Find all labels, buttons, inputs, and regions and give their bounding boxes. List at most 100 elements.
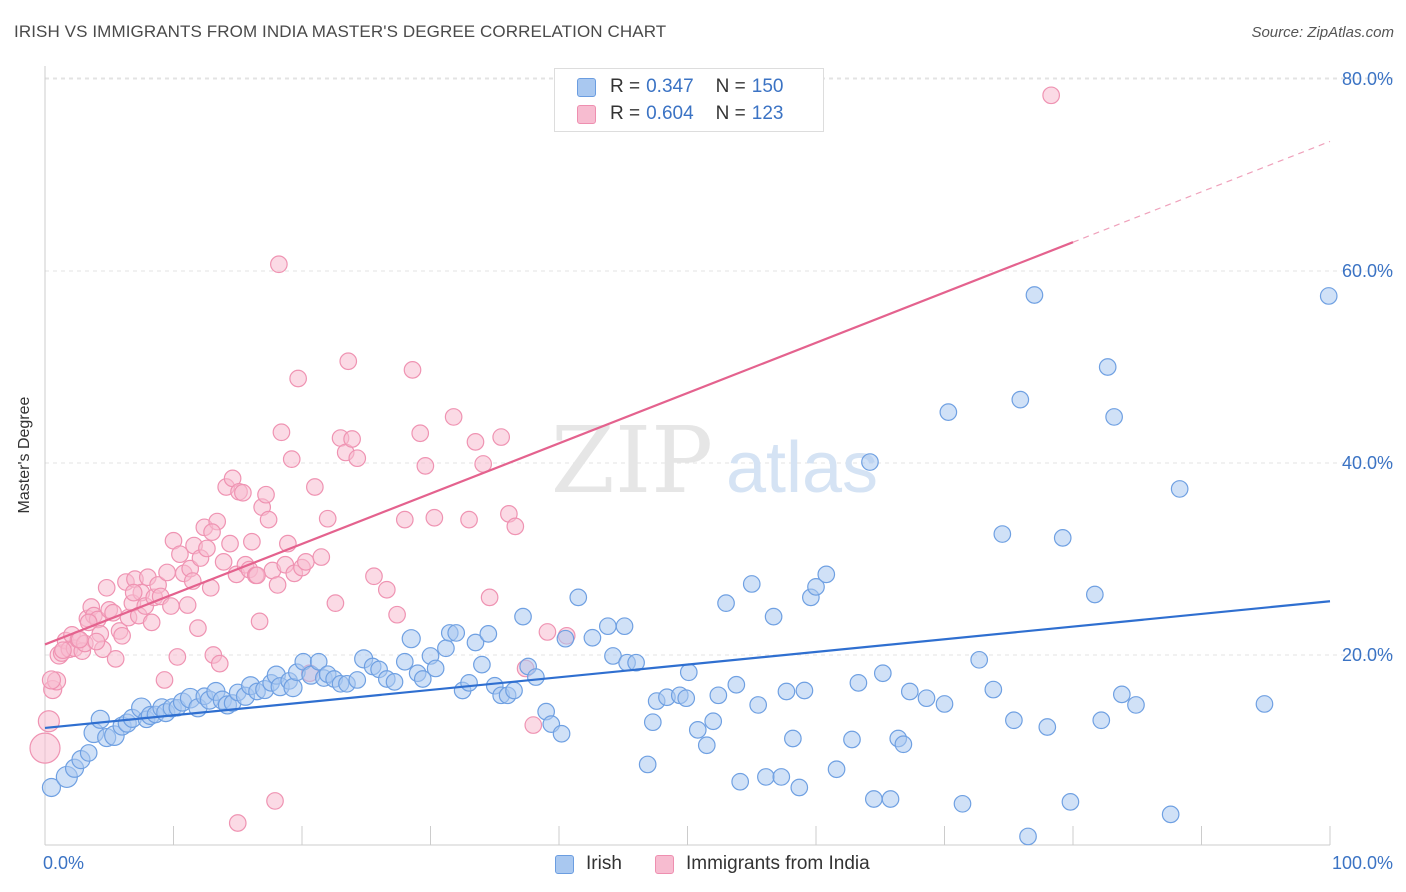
- india-trend-line: [44, 241, 1074, 646]
- irish-point: [1025, 286, 1044, 304]
- india-point: [189, 619, 207, 637]
- irish-point: [864, 790, 883, 808]
- india-point: [289, 369, 307, 388]
- india-point: [266, 792, 284, 810]
- y-tick-label: 60.0%: [1342, 261, 1393, 281]
- y-axis-label: Master's Degree: [16, 396, 33, 514]
- india-point: [492, 428, 511, 446]
- irish-point: [401, 629, 421, 649]
- bottom-legend-swatch-irish: [555, 854, 574, 874]
- bottom-legend-india: Immigrants from India: [655, 852, 870, 876]
- india-point: [460, 510, 478, 529]
- irish-point: [970, 650, 989, 669]
- irish-point: [697, 736, 716, 755]
- bottom-legend-irish: Irish: [555, 852, 622, 876]
- irish-point: [90, 709, 110, 729]
- india-point: [377, 580, 396, 599]
- irish-point: [861, 453, 879, 471]
- y-tick-label: 40.0%: [1342, 453, 1393, 473]
- bottom-legend-swatch-india: [655, 854, 674, 874]
- irish-point: [1038, 718, 1057, 736]
- y-tick-label: 20.0%: [1342, 645, 1393, 665]
- irish-point: [749, 696, 768, 714]
- irish-point: [817, 565, 836, 584]
- irish-point: [385, 673, 404, 691]
- legend-n-value-irish: 150: [751, 76, 784, 97]
- irish-point: [677, 689, 696, 708]
- irish-point: [348, 671, 367, 689]
- india-point: [97, 578, 116, 597]
- india-point: [214, 553, 233, 571]
- irish-point: [41, 777, 62, 798]
- legend-swatch-irish: [577, 77, 596, 97]
- india-point: [268, 576, 287, 594]
- irish-point: [849, 673, 868, 692]
- india-point: [365, 567, 383, 586]
- irish-point: [598, 617, 617, 636]
- irish-point: [827, 760, 846, 779]
- irish-point: [309, 652, 328, 671]
- india-point: [41, 670, 62, 690]
- india-point: [29, 732, 61, 764]
- irish-point: [569, 588, 588, 607]
- legend-n-value-india: 123: [751, 103, 784, 124]
- india-point: [228, 814, 247, 832]
- source-attribution: Source: ZipAtlas.com: [1251, 24, 1394, 41]
- irish-point: [1061, 793, 1080, 811]
- india-point: [388, 605, 406, 624]
- irish-point: [447, 624, 466, 642]
- irish-point: [473, 655, 491, 674]
- india-point: [1042, 86, 1061, 105]
- india-point: [155, 671, 174, 689]
- irish-point: [790, 778, 809, 797]
- irish-point: [1255, 695, 1274, 713]
- india-point: [524, 716, 543, 734]
- india-point: [178, 596, 197, 614]
- legend-r-label: R =: [610, 76, 641, 97]
- legend-swatch-india: [577, 104, 596, 124]
- irish-point: [79, 744, 98, 762]
- bottom-legend-label-irish: Irish: [586, 853, 622, 874]
- legend-row-india: R = 0.604 N = 123: [577, 102, 783, 126]
- irish-point: [283, 678, 303, 698]
- india-trend-extension: [1072, 140, 1331, 243]
- india-point: [312, 548, 331, 566]
- irish-point: [1092, 711, 1111, 730]
- irish-point: [717, 594, 735, 613]
- india-point: [480, 588, 499, 607]
- irish-point: [627, 653, 645, 672]
- india-point: [168, 648, 187, 666]
- irish-point: [894, 735, 913, 754]
- irish-point: [615, 617, 634, 636]
- bottom-legend-label-india: Immigrants from India: [686, 853, 870, 874]
- india-point: [538, 623, 557, 641]
- irish-point: [742, 575, 761, 593]
- irish-point: [1011, 390, 1030, 409]
- irish-point: [881, 790, 900, 808]
- legend-r-label: R =: [610, 103, 641, 124]
- india-point: [87, 632, 106, 651]
- irish-point: [1105, 408, 1123, 426]
- india-point: [113, 626, 131, 645]
- india-point: [221, 534, 239, 553]
- irish-point: [757, 768, 775, 786]
- irish-point: [1127, 696, 1145, 714]
- irish-point: [552, 724, 571, 743]
- india-point: [444, 408, 463, 426]
- legend-row-irish: R = 0.347 N = 150: [577, 75, 783, 99]
- legend: R = 0.347 N = 150 R = 0.604 N = 123: [554, 68, 824, 132]
- legend-r-value-irish: 0.347: [646, 76, 694, 97]
- irish-point: [939, 403, 958, 421]
- irish-point: [993, 525, 1012, 543]
- irish-point: [426, 659, 445, 678]
- irish-point: [505, 681, 523, 700]
- tick-labels: 20.0% 40.0% 60.0% 80.0% 0.0% 100.0%: [43, 69, 1393, 873]
- legend-r-value-india: 0.604: [646, 103, 694, 124]
- irish-point: [731, 772, 750, 791]
- irish-point: [1053, 529, 1072, 547]
- irish-point: [1098, 358, 1117, 376]
- watermark: ZIP atlas: [551, 407, 878, 514]
- india-point: [106, 649, 125, 668]
- legend-n-label: N =: [715, 103, 746, 124]
